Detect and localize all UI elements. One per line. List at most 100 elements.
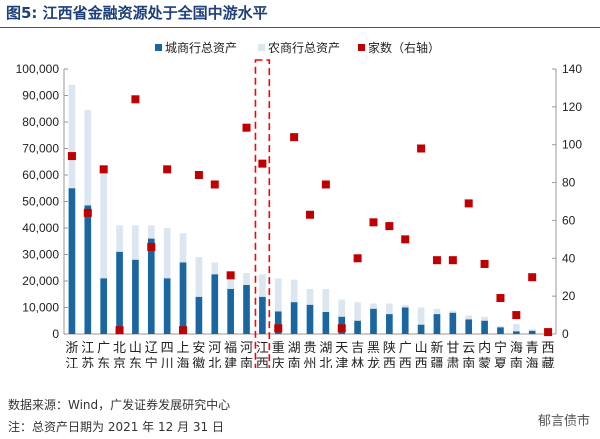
- category-label: 江: [256, 341, 269, 356]
- bar-rural: [512, 323, 520, 332]
- bar-rural: [132, 225, 139, 260]
- category-label: 夏: [494, 357, 507, 368]
- count-marker: [369, 218, 378, 227]
- bar-city: [322, 312, 330, 334]
- category-label: 京: [113, 357, 126, 368]
- count-marker: [401, 235, 410, 244]
- category-label: 辽: [145, 341, 158, 356]
- category-label: 湖: [319, 341, 332, 356]
- right-tick-label: 120: [562, 100, 582, 114]
- category-label: 苏: [81, 356, 94, 368]
- bar-rural: [338, 299, 346, 317]
- right-tick-label: 40: [562, 251, 576, 265]
- category-label: 云: [462, 341, 475, 356]
- count-marker: [448, 256, 457, 265]
- category-label: 疆: [430, 357, 443, 368]
- category-label: 河: [240, 341, 253, 356]
- bar-city: [512, 331, 520, 334]
- category-label: 南: [462, 356, 475, 368]
- bar-rural: [274, 278, 282, 312]
- bar-rural: [195, 257, 203, 297]
- category-label: 北: [319, 357, 332, 368]
- bar-city: [163, 278, 171, 334]
- right-tick-label: 80: [562, 176, 576, 190]
- bar-rural: [306, 288, 314, 305]
- count-marker: [496, 294, 505, 303]
- category-label: 南: [288, 356, 301, 368]
- count-marker: [321, 180, 330, 189]
- bar-city: [354, 320, 361, 334]
- bar-rural: [449, 310, 457, 313]
- category-label: 新: [430, 340, 443, 356]
- right-tick-label: 140: [562, 62, 582, 76]
- bar-rural: [354, 302, 361, 321]
- bar-rural: [147, 225, 155, 239]
- category-label: 陕: [383, 341, 396, 356]
- count-marker: [544, 328, 553, 337]
- bar-rural: [417, 307, 425, 325]
- bar-rural: [401, 304, 409, 308]
- category-label: 徽: [192, 357, 205, 368]
- category-label: 南: [240, 356, 253, 368]
- count-marker: [480, 259, 489, 268]
- bar-city: [401, 307, 409, 334]
- chart-title: 图5: 江西省金融资源处于全国中游水平: [0, 0, 600, 28]
- highlight-box: [254, 59, 271, 368]
- bar-city: [481, 320, 488, 334]
- bar-city: [227, 288, 234, 334]
- bar-rural: [163, 228, 171, 279]
- bar-rural: [528, 329, 536, 331]
- bar-city: [433, 314, 441, 334]
- bar-rural: [68, 84, 76, 189]
- left-tick-label: 80,000: [22, 115, 59, 129]
- bar-rural: [84, 110, 92, 206]
- count-marker: [210, 180, 219, 189]
- category-label: 黑: [367, 341, 380, 356]
- category-label: 津: [335, 357, 348, 368]
- watermark: 郁言债市: [537, 414, 590, 429]
- bar-city: [116, 251, 123, 334]
- legend-swatch: [358, 44, 365, 51]
- category-label: 广: [97, 341, 110, 356]
- category-label: 西: [399, 357, 412, 368]
- category-label: 西: [542, 341, 555, 356]
- left-tick-label: 100,000: [16, 62, 60, 76]
- count-marker: [226, 271, 235, 280]
- category-label: 湖: [288, 341, 301, 356]
- bar-city: [195, 296, 203, 334]
- legend-label: 城商行总资产: [165, 40, 237, 55]
- bar-city: [528, 330, 536, 334]
- bar-rural: [100, 172, 108, 279]
- bar-city: [68, 188, 76, 334]
- count-marker: [67, 152, 76, 161]
- category-label: 川: [161, 357, 174, 368]
- category-label: 宁: [145, 356, 158, 368]
- category-label: 河: [208, 341, 221, 356]
- count-marker: [337, 324, 346, 333]
- category-label: 安: [192, 341, 205, 356]
- right-tick-label: 20: [562, 289, 576, 303]
- category-label: 北: [113, 341, 126, 356]
- bar-rural: [370, 303, 377, 309]
- count-marker: [464, 199, 473, 208]
- bar-city: [147, 238, 155, 334]
- category-label: 肃: [446, 357, 459, 368]
- count-marker: [353, 254, 362, 263]
- category-label: 内: [478, 340, 491, 356]
- category-label: 建: [224, 357, 237, 368]
- category-label: 宁: [494, 340, 507, 356]
- bar-city: [386, 314, 393, 334]
- bar-city: [259, 296, 266, 334]
- category-label: 龙: [367, 357, 380, 368]
- count-marker: [274, 324, 283, 333]
- category-label: 海: [510, 341, 523, 356]
- category-label: 福: [224, 341, 237, 356]
- bar-city: [274, 311, 282, 334]
- category-label: 西: [383, 357, 396, 368]
- category-label: 东: [97, 357, 110, 368]
- category-label: 北: [208, 357, 221, 368]
- count-marker: [306, 210, 314, 219]
- bar-city: [243, 284, 250, 334]
- left-tick-label: 90,000: [22, 89, 59, 103]
- category-label: 海: [177, 357, 190, 368]
